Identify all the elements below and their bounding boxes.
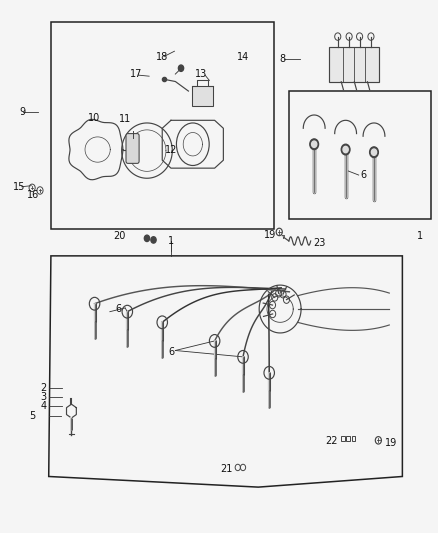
Bar [352,435,355,441]
Text: 22: 22 [325,436,338,446]
Text: 13: 13 [195,69,208,79]
Text: 11: 11 [119,114,131,124]
Circle shape [341,144,350,155]
Text: 20: 20 [113,231,126,241]
Circle shape [343,147,348,153]
Text: 19: 19 [265,230,277,240]
Bar [346,435,350,441]
FancyBboxPatch shape [126,134,139,164]
Text: 17: 17 [130,69,142,79]
Text: 19: 19 [385,438,398,448]
Bar [192,86,213,107]
Circle shape [151,237,156,243]
Text: 6: 6 [116,304,122,314]
Text: 2: 2 [40,383,46,393]
Circle shape [311,141,317,148]
Text: 15: 15 [13,182,25,192]
Text: 10: 10 [88,112,101,123]
Bar [51,22,274,229]
Text: 21: 21 [221,464,233,473]
Text: 1: 1 [417,231,423,241]
Text: 4: 4 [40,401,46,411]
Text: 23: 23 [313,238,325,247]
Text: 3: 3 [40,392,46,402]
Bar [329,47,379,82]
Bar [341,435,345,441]
Text: 9: 9 [19,107,25,117]
Text: 8: 8 [279,54,286,64]
Text: 12: 12 [165,144,177,155]
Text: 6: 6 [360,170,366,180]
Text: 14: 14 [237,52,249,61]
Bar [289,91,431,219]
Text: 16: 16 [27,190,39,200]
Text: 6: 6 [168,346,174,357]
Circle shape [371,149,377,156]
Text: 5: 5 [29,411,35,422]
Circle shape [310,139,318,150]
Circle shape [370,147,378,158]
Circle shape [178,65,184,71]
Text: 18: 18 [156,52,168,61]
Circle shape [145,235,150,241]
Text: 1: 1 [168,236,174,246]
